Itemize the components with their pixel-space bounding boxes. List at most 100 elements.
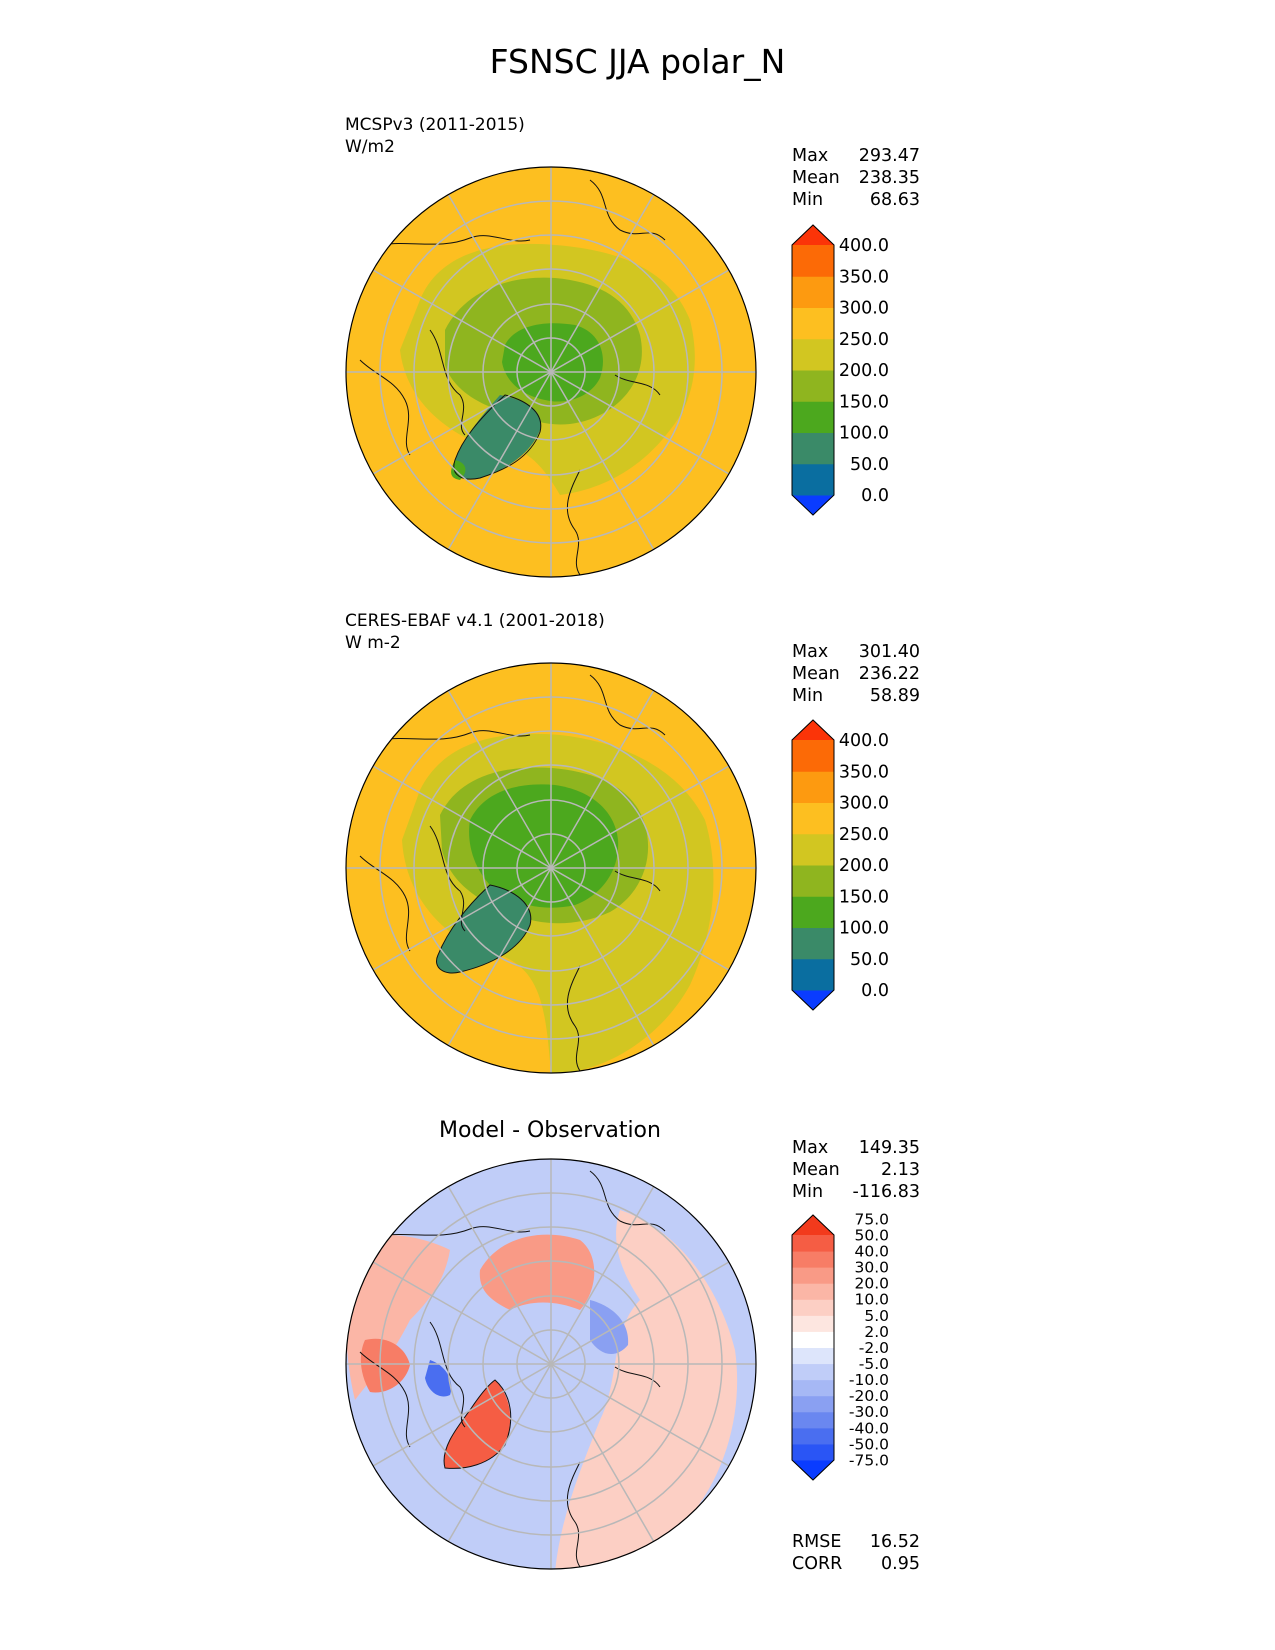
panel3-stats: Max 149.35 Mean 2.13 Min -116.83 — [792, 1137, 920, 1203]
stat-label: Min — [792, 190, 824, 210]
stat-value: 149.35 — [858, 1138, 920, 1158]
stat-value: 2.13 — [881, 1160, 920, 1180]
colorbar-tick-label: 100.0 — [839, 919, 889, 939]
panel3-map-boundary — [345, 1158, 757, 1570]
colorbar-segment — [792, 771, 834, 803]
colorbar-segment — [792, 1315, 834, 1332]
metric-label: CORR — [792, 1554, 843, 1574]
colorbar-tick-label: 150.0 — [839, 392, 889, 412]
colorbar-segment — [792, 245, 834, 277]
colorbar-segment — [792, 401, 834, 433]
panel1-map-boundary — [345, 166, 757, 578]
colorbar-tick-label: 200.0 — [839, 361, 889, 381]
colorbar-segment — [792, 338, 834, 371]
colorbar-segment — [792, 896, 834, 928]
colorbar-outline — [791, 224, 835, 516]
panel3-graticule — [346, 1159, 756, 1569]
colorbar-segment — [792, 370, 834, 402]
colorbar-extend-max — [792, 1215, 834, 1235]
panel2-stats: Max 301.40 Mean 236.22 Min 58.89 — [792, 641, 920, 707]
panel1-stats: Max 293.47 Mean 238.35 Min 68.63 — [792, 145, 920, 211]
colorbar-segment — [792, 865, 834, 897]
field-100-150 — [502, 323, 603, 402]
colorbar-segment — [792, 307, 834, 340]
field-negative-siberia — [590, 1300, 629, 1355]
stat-label: Max — [792, 642, 829, 662]
colorbar-tick-label: 50.0 — [850, 950, 889, 970]
field-50-100-greenland — [454, 395, 541, 480]
colorbar-tick-label: -5.0 — [859, 1355, 889, 1373]
stat-label: Max — [792, 146, 829, 166]
panel2-colorbar: 0.0 50.0 100.0 150.0 200.0 250.0 300.0 350.0 400… — [791, 719, 889, 1011]
colorbar-tick-label: 10.0 — [854, 1291, 889, 1309]
colorbar-tick-label: 2.0 — [864, 1323, 889, 1341]
stat-value: -116.83 — [852, 1182, 920, 1202]
panel2-graticule — [346, 663, 756, 1073]
colorbar-extend-min — [792, 1460, 834, 1480]
colorbar-segment — [792, 1443, 834, 1461]
stat-label: Min — [792, 1182, 824, 1202]
metric-value: 0.95 — [881, 1554, 920, 1574]
colorbar-segment — [792, 1267, 834, 1284]
colorbar-tick-label: 350.0 — [839, 762, 889, 782]
field-strong-negative — [425, 1360, 452, 1397]
colorbar-tick-label: -10.0 — [849, 1371, 889, 1389]
colorbar-segment — [792, 1331, 834, 1348]
figure-title: FSNSC JJA polar_N — [489, 42, 786, 81]
panel2-map-boundary — [345, 662, 757, 1074]
stat-label: Max — [792, 1138, 829, 1158]
colorbar-segment — [792, 1427, 834, 1445]
colorbar-tick-label: -20.0 — [849, 1387, 889, 1405]
metric-value: 16.52 — [869, 1532, 920, 1552]
colorbar-segment — [792, 276, 834, 308]
colorbar-segment — [792, 802, 834, 835]
colorbar-tick-label: 40.0 — [854, 1242, 889, 1260]
panel1-label-units: W/m2 — [345, 137, 395, 157]
colorbar-tick-label: 400.0 — [839, 731, 889, 751]
panel2-label-title: CERES-EBAF v4.1 (2001-2018) — [345, 611, 605, 631]
panel3-title: Model - Observation — [439, 1118, 661, 1143]
colorbar-tick-label: 100.0 — [839, 424, 889, 444]
colorbar-segment — [792, 432, 834, 465]
colorbar-tick-label: 75.0 — [854, 1210, 889, 1228]
colorbar-tick-label: 250.0 — [839, 825, 889, 845]
colorbar-extend-min — [792, 495, 834, 515]
colorbar-tick-label: 0.0 — [861, 486, 889, 506]
colorbar-tick-label: 200.0 — [839, 856, 889, 876]
panel3-metrics: RMSE 16.52 CORR 0.95 — [792, 1531, 920, 1575]
colorbar-tick-label: 30.0 — [854, 1259, 889, 1277]
field-green-greenland-rim — [451, 460, 466, 480]
colorbar-tick-label: 5.0 — [864, 1307, 889, 1325]
colorbar-extend-min — [792, 990, 834, 1010]
colorbar-segment — [792, 1379, 834, 1397]
stat-value: 236.22 — [858, 664, 920, 684]
colorbar-tick-label: 350.0 — [839, 267, 889, 287]
stat-value: 58.89 — [869, 686, 920, 706]
colorbar-tick-label: 50.0 — [850, 455, 889, 475]
colorbar-tick-label: -50.0 — [849, 1435, 889, 1453]
colorbar-extend-max — [792, 720, 834, 740]
colorbar-tick-label: 300.0 — [839, 794, 889, 814]
colorbar-segment — [792, 958, 834, 991]
colorbar-outline — [791, 1214, 835, 1481]
colorbar-extend-max — [792, 225, 834, 245]
field-positive-alaska — [360, 1338, 410, 1393]
colorbar-segment — [792, 1347, 834, 1365]
colorbar-outline — [791, 719, 835, 1011]
stat-value: 238.35 — [858, 168, 920, 188]
colorbar-tick-label: 20.0 — [854, 1275, 889, 1293]
stat-value: 301.40 — [858, 642, 920, 662]
panel2-label-units: W m-2 — [345, 633, 401, 653]
field-50-100-greenland — [436, 885, 531, 974]
colorbar-segment — [792, 740, 834, 772]
stat-label: Min — [792, 686, 824, 706]
stat-value: 293.47 — [858, 146, 920, 166]
panel3-colorbar: -75.0-50.0-40.0-30.0-20.0-10.0-5.0-2.02.… — [791, 1210, 889, 1481]
colorbar-tick-label: 150.0 — [839, 887, 889, 907]
stat-label: Mean — [792, 1160, 840, 1180]
colorbar-tick-label: -75.0 — [849, 1451, 889, 1469]
colorbar-segment — [792, 1363, 834, 1381]
panel1-colorbar: 0.0 50.0 100.0 150.0 200.0 250.0 300.0 350.0 400… — [791, 224, 889, 516]
colorbar-tick-label: 400.0 — [839, 236, 889, 256]
